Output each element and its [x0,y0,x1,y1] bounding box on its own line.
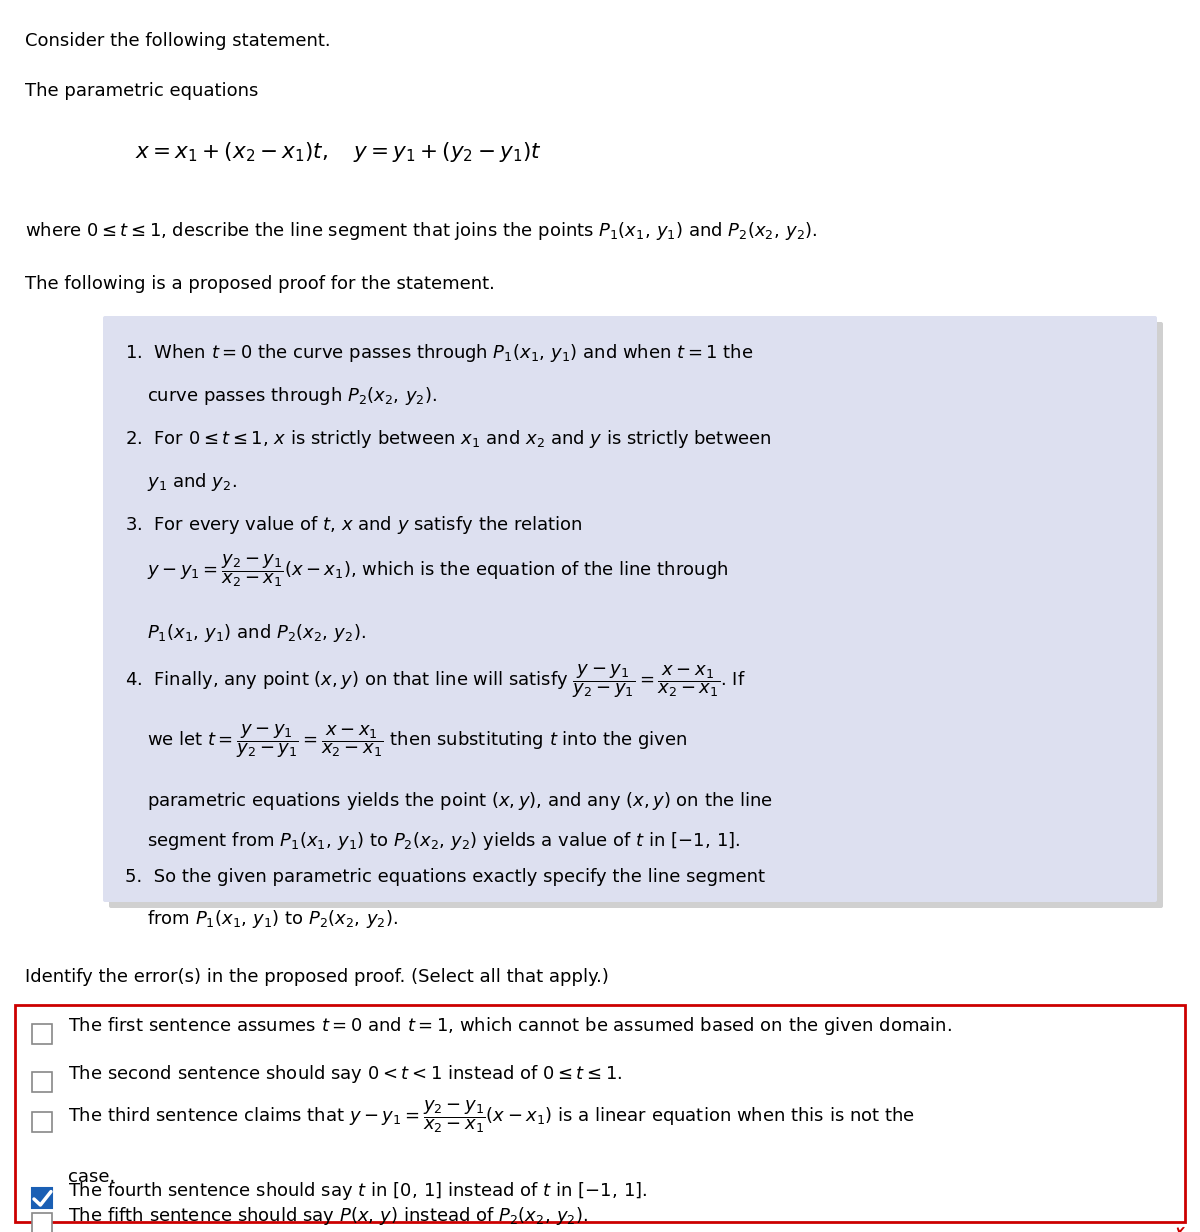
Text: curve passes through $P_2(x_2,\, y_2)$.: curve passes through $P_2(x_2,\, y_2)$. [148,384,437,407]
Text: 2.  For $0 \leq t \leq 1$, $x$ is strictly between $x_1$ and $x_2$ and $y$ is st: 2. For $0 \leq t \leq 1$, $x$ is strictl… [125,428,772,450]
Text: 3.  For every value of $t$, $x$ and $y$ satisfy the relation: 3. For every value of $t$, $x$ and $y$ s… [125,514,583,536]
Text: from $P_1(x_1,\, y_1)$ to $P_2(x_2,\, y_2)$.: from $P_1(x_1,\, y_1)$ to $P_2(x_2,\, y_… [148,908,398,930]
Text: case.: case. [68,1168,115,1186]
Text: ✗: ✗ [1172,1226,1187,1232]
Text: $y_1$ and $y_2$.: $y_1$ and $y_2$. [148,471,236,493]
Text: The first sentence assumes $t = 0$ and $t = 1$, which cannot be assumed based on: The first sentence assumes $t = 0$ and $… [68,1015,952,1037]
Text: 1.  When $t = 0$ the curve passes through $P_1(x_1,\, y_1)$ and when $t = 1$ the: 1. When $t = 0$ the curve passes through… [125,342,754,363]
Text: parametric equations yields the point $(x, y)$, and any $(x, y)$ on the line: parametric equations yields the point $(… [148,790,773,812]
Text: we let $t = \dfrac{y - y_1}{y_2 - y_1} = \dfrac{x - x_1}{x_2 - x_1}$ then substi: we let $t = \dfrac{y - y_1}{y_2 - y_1} =… [148,722,688,760]
Text: segment from $P_1(x_1,\, y_1)$ to $P_2(x_2,\, y_2)$ yields a value of $t$ in $[-: segment from $P_1(x_1,\, y_1)$ to $P_2(x… [148,830,740,853]
Text: $P_1(x_1,\, y_1)$ and $P_2(x_2,\, y_2)$.: $P_1(x_1,\, y_1)$ and $P_2(x_2,\, y_2)$. [148,622,366,644]
FancyBboxPatch shape [109,322,1163,908]
Text: The fifth sentence should say $P(x,\, y)$ instead of $P_2(x_2,\, y_2)$.: The fifth sentence should say $P(x,\, y)… [68,1205,588,1227]
Bar [32,1112,52,1132]
Text: The second sentence should say $0 < t < 1$ instead of $0 \leq t \leq 1$.: The second sentence should say $0 < t < … [68,1063,623,1085]
Text: $y - y_1 = \dfrac{y_2 - y_1}{x_2 - x_1}(x - x_1)$, which is the equation of the : $y - y_1 = \dfrac{y_2 - y_1}{x_2 - x_1}(… [148,552,728,589]
Text: $x = x_1 + (x_2 - x_1)t, \quad y = y_1 + (y_2 - y_1)t$: $x = x_1 + (x_2 - x_1)t, \quad y = y_1 +… [134,140,541,164]
Text: Consider the following statement.: Consider the following statement. [25,32,331,51]
Text: Identify the error(s) in the proposed proof. (Select all that apply.): Identify the error(s) in the proposed pr… [25,968,608,986]
Bar [32,1214,52,1232]
FancyBboxPatch shape [14,1005,1186,1222]
Bar [32,1024,52,1044]
Text: The parametric equations: The parametric equations [25,83,258,100]
Text: The following is a proposed proof for the statement.: The following is a proposed proof for th… [25,275,494,293]
FancyBboxPatch shape [103,315,1157,902]
Text: The fourth sentence should say $t$ in $[0,\, 1]$ instead of $t$ in $[-1,\, 1]$.: The fourth sentence should say $t$ in $[… [68,1180,648,1202]
Text: where $0 \leq t \leq 1$, describe the line segment that joins the points $P_1(x_: where $0 \leq t \leq 1$, describe the li… [25,221,817,241]
Text: The third sentence claims that $y - y_1 = \dfrac{y_2 - y_1}{x_2 - x_1}(x - x_1)$: The third sentence claims that $y - y_1 … [68,1098,914,1135]
Bar [32,1188,52,1209]
Text: 5.  So the given parametric equations exactly specify the line segment: 5. So the given parametric equations exa… [125,869,766,886]
Bar [32,1072,52,1092]
Text: 4.  Finally, any point $(x, y)$ on that line will satisfy $\dfrac{y - y_1}{y_2 -: 4. Finally, any point $(x, y)$ on that l… [125,662,745,700]
